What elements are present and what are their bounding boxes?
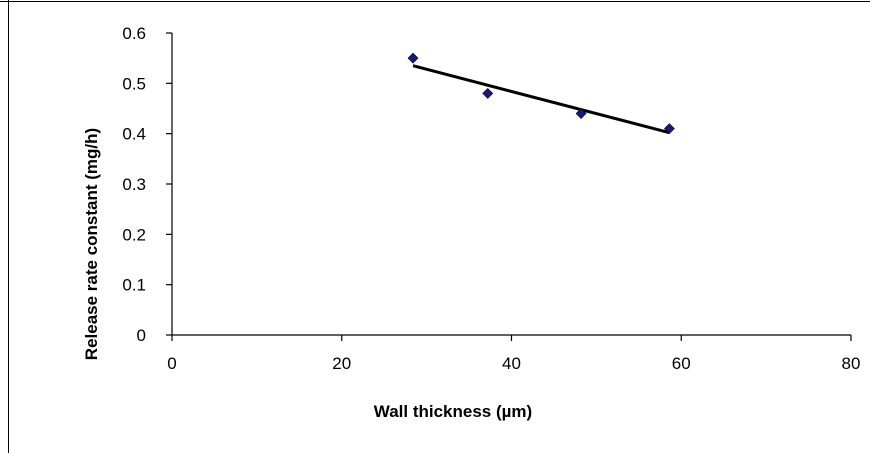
data-point <box>575 108 587 119</box>
x-tick-label: 40 <box>502 354 521 373</box>
y-tick-label: 0.6 <box>122 24 146 43</box>
y-axis-title: Release rate constant (mg/h) <box>82 128 101 360</box>
x-tick-label: 20 <box>332 354 351 373</box>
y-tick-label: 0.1 <box>122 276 146 295</box>
y-tick-label: 0.2 <box>122 225 146 244</box>
trendline-group <box>412 64 670 135</box>
x-tick-label: 0 <box>167 354 176 373</box>
x-axis-title: Wall thickness (µm) <box>374 402 532 421</box>
trendline <box>412 64 670 135</box>
y-tick-label: 0.5 <box>122 74 146 93</box>
x-axis-ticks: 0 20 40 60 80 <box>167 335 860 373</box>
x-tick-label: 80 <box>842 354 861 373</box>
data-point <box>482 87 494 99</box>
y-tick-label: 0.3 <box>122 175 146 194</box>
x-tick-label: 60 <box>672 354 691 373</box>
data-point <box>663 123 675 135</box>
y-axis-ticks: 0 0.1 0.2 0.3 0.4 0.5 0.6 <box>122 24 172 345</box>
data-point <box>407 52 419 64</box>
y-tick-label: 0.4 <box>122 125 146 144</box>
data-points <box>407 52 675 135</box>
y-tick-label: 0 <box>137 326 146 345</box>
axes <box>171 33 851 336</box>
